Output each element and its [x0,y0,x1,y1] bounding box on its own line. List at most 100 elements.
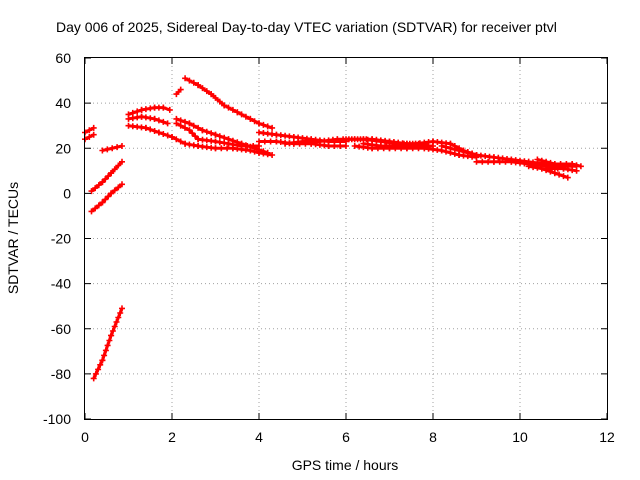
data-point [221,134,228,141]
data-point [389,143,396,149]
data-point [208,91,215,98]
data-point [212,131,219,138]
data-point [502,158,509,165]
data-point [569,161,576,167]
data-point [115,162,122,169]
data-point [348,136,355,143]
y-axis-label: SDTVAR / TECUs [5,182,21,294]
data-point [412,143,419,149]
data-point [256,120,262,127]
data-point [90,131,97,138]
data-point [102,196,109,203]
data-point [264,149,271,156]
data-point [485,158,492,165]
data-point [97,361,104,368]
data-point [104,146,111,153]
data-point [269,124,276,131]
series-line [90,183,123,213]
data-point [216,133,223,140]
data-point [406,143,413,149]
data-point [95,182,102,189]
data-point [109,145,116,152]
tick-layer: 0 2 4 6 8 10 12 -100 -80 -60 -40 -20 0 20 40 60 [43,50,615,445]
series-5 [90,305,125,382]
data-point [86,127,93,134]
data-point [111,166,118,173]
data-point [99,357,106,364]
series-layer [82,75,584,382]
data-point [418,143,425,149]
series-10 [173,86,184,98]
x-tick-label: 12 [599,429,615,445]
data-point [106,337,113,344]
chart-title: Day 006 of 2025, Sidereal Day-to-day VTE… [56,19,557,35]
data-point [534,156,541,163]
series-13 [173,120,262,149]
series-8 [125,113,171,127]
data-point [464,149,471,156]
data-point [225,104,232,111]
data-point [234,109,241,116]
data-point [242,113,249,120]
data-point [177,86,184,93]
data-point [244,143,251,149]
y-tick-label: -100 [43,411,71,427]
data-point [261,138,268,145]
data-point [260,121,267,128]
data-point [182,124,188,131]
data-point [199,127,206,134]
data-point [443,144,449,151]
data-point [88,188,95,195]
x-axis-label: GPS time / hours [292,457,399,473]
series-11 [182,75,276,131]
data-point [479,158,486,165]
x-tick-label: 6 [342,429,350,445]
data-point [238,111,245,118]
data-point [108,332,115,339]
data-point [177,117,184,124]
data-point [186,127,193,134]
data-point [114,144,121,151]
data-point [551,161,558,167]
data-point [173,91,180,98]
data-point [160,131,167,137]
data-point [447,145,454,152]
x-tick-label: 2 [168,429,176,445]
y-tick-label: -20 [51,231,71,247]
series-23 [534,156,584,170]
data-point [102,176,109,183]
y-tick-label: 20 [55,140,71,156]
data-point [208,130,215,137]
data-point [469,150,476,157]
data-point [337,143,344,149]
data-point [354,136,361,143]
x-tick-label: 4 [255,429,263,445]
data-point [160,118,167,125]
data-point [573,167,580,174]
data-point [104,342,111,349]
data-point [151,115,158,122]
grid-layer [85,58,607,419]
data-point [189,130,196,137]
data-point [430,143,436,149]
data-point [195,82,202,89]
data-point [186,77,193,84]
data-point [424,143,431,149]
data-point [151,128,158,134]
data-point [119,143,125,149]
data-point [119,305,125,312]
data-point [134,108,141,115]
x-tick-label: 0 [81,429,89,445]
data-point [164,120,171,127]
data-point [164,132,171,139]
data-point [334,136,341,143]
data-point [115,184,122,191]
data-point [438,143,445,149]
series-4 [88,181,125,215]
data-point [192,133,199,140]
data-point [90,375,97,382]
y-tick-label: 60 [55,50,71,66]
data-point [260,148,267,155]
data-point [186,120,193,127]
y-tick-label: -40 [51,276,71,292]
